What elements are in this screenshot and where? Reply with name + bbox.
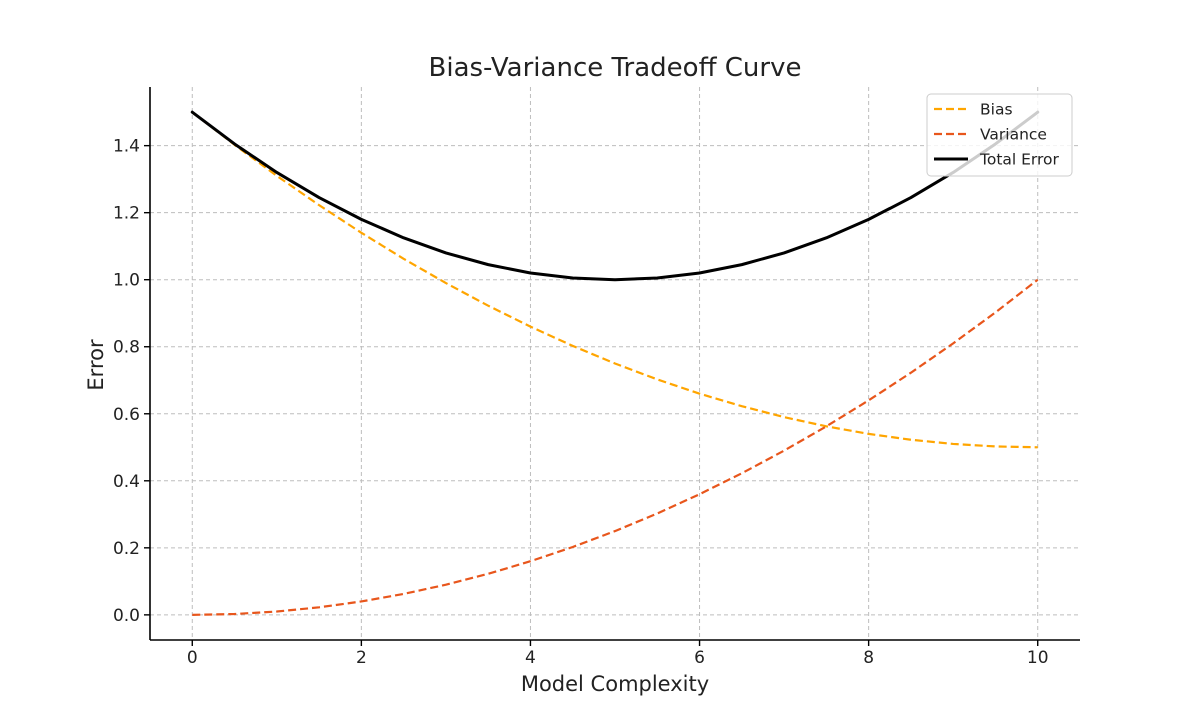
legend-label: Total Error [979,151,1060,169]
x-tick-label: 8 [863,648,874,668]
y-tick-label: 0.6 [113,405,140,425]
y-tick-label: 0.8 [113,338,140,358]
x-tick-label: 0 [187,648,198,668]
ticks: 0 2 4 6 8 10 0.0 0.2 0.4 0.6 0.8 1.0 1.2 1.4 [113,137,1049,668]
series-line-total-error [190,110,1040,282]
series-layer [190,110,1040,616]
legend-frame [926,93,1073,177]
series-line-variance [192,278,1039,616]
x-axis-label: Model Complexity [521,672,709,696]
series-line-bias [191,111,1038,449]
x-tick-label: 2 [356,648,367,668]
y-tick-label: 0.0 [113,606,140,626]
x-tick-label: 10 [1027,648,1049,668]
x-tick-label: 6 [694,648,705,668]
legend: Bias Variance Total Error [926,93,1073,177]
y-tick-label: 1.0 [113,271,140,291]
y-tick-label: 0.2 [113,539,140,559]
y-tick-label: 1.2 [113,204,140,224]
chart-title: Bias-Variance Tradeoff Curve [429,53,802,83]
legend-label: Variance [980,126,1047,144]
grid [150,87,1080,640]
x-tick-label: 4 [525,648,536,668]
y-axis-label: Error [84,339,108,391]
legend-label: Bias [980,101,1013,119]
y-tick-label: 1.4 [113,137,140,157]
y-tick-label: 0.4 [113,472,140,492]
